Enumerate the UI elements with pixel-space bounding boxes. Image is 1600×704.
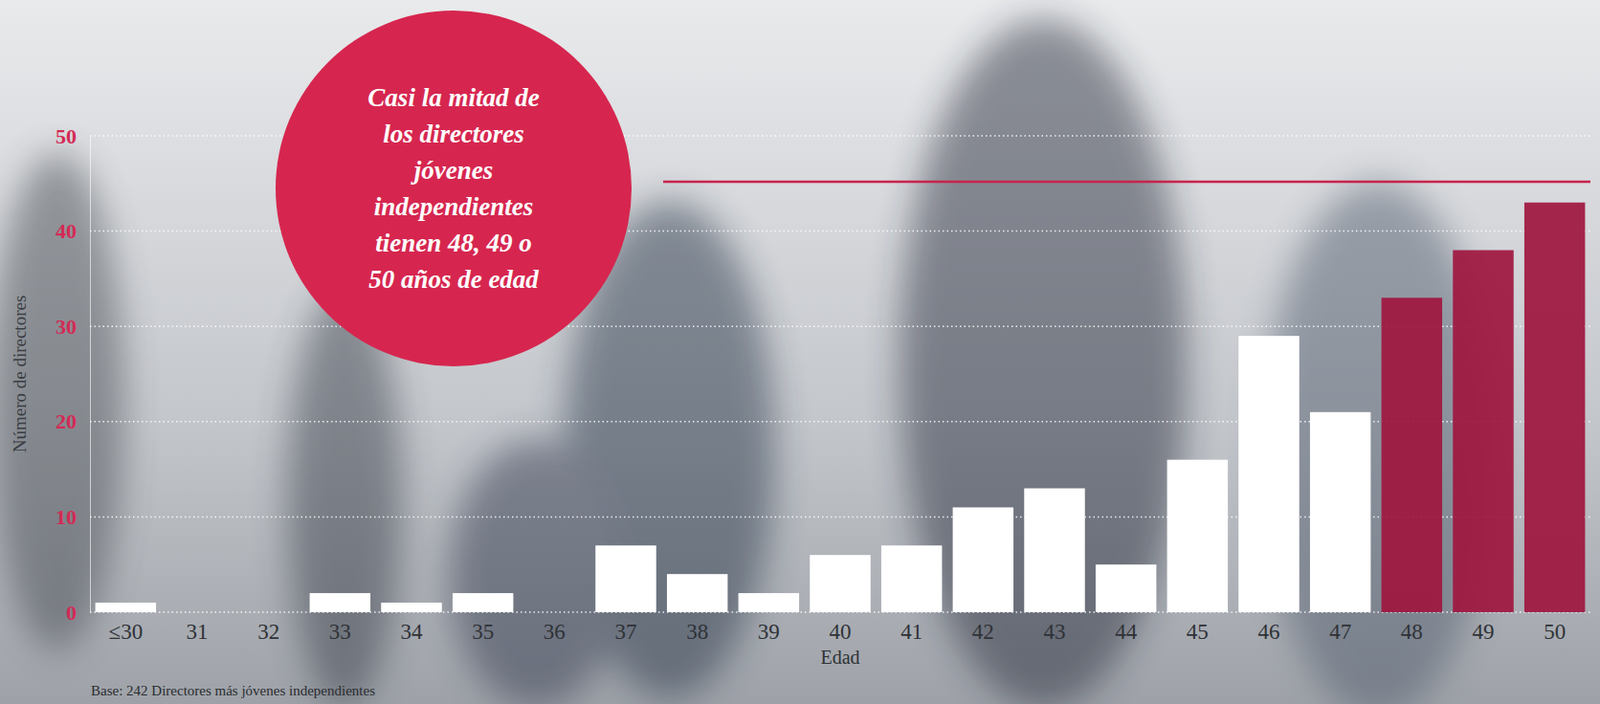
annotation-line: los directores (382, 119, 525, 149)
y-tick: 40 (55, 219, 90, 244)
bar (953, 507, 1014, 613)
bar (380, 602, 442, 613)
annotation-line: tienen 48, 49 o (375, 228, 533, 258)
y-tick-label: 30 (55, 314, 77, 339)
x-tick: 45 (1186, 612, 1209, 645)
x-tick: ≤30 (109, 612, 144, 645)
x-tick-label: 45 (1186, 620, 1209, 645)
y-tick-label: 0 (66, 600, 77, 625)
annotation-line: jóvenes (410, 155, 493, 185)
bar (524, 612, 585, 614)
x-tick: 32 (257, 612, 280, 645)
x-tick: 35 (471, 612, 494, 645)
x-axis: ≤30 31 32 33 34 35 36 37 38 39 40 41 42 43 44 45 46 47 48 4… (90, 612, 1592, 645)
bar (310, 593, 371, 613)
bar (1310, 412, 1371, 613)
y-tick-label: 50 (55, 124, 77, 149)
bar (1238, 335, 1299, 613)
y-tick-label: 40 (55, 219, 77, 244)
x-tick-label: ≤30 (109, 620, 144, 645)
bar (1452, 250, 1513, 613)
x-axis-title: Edad (820, 646, 860, 668)
x-tick-label: 36 (543, 620, 566, 645)
x-tick-label: 48 (1400, 620, 1423, 645)
annotation-line: Casi la mitad de (367, 83, 539, 112)
x-tick: 38 (686, 612, 709, 645)
annotation: Casi la mitad de los directores jóvenes ind… (367, 83, 539, 294)
y-tick-label: 20 (55, 409, 77, 434)
y-tick: 20 (55, 409, 90, 434)
bar (1381, 297, 1443, 613)
x-tick: 44 (1114, 612, 1138, 645)
y-tick: 30 (55, 314, 90, 339)
x-tick-label: 43 (1044, 620, 1067, 645)
x-tick-label: 31 (186, 620, 209, 645)
y-tick-label: 10 (55, 505, 77, 530)
background-shape (899, 19, 1187, 704)
x-tick-label: 37 (615, 620, 638, 645)
grid-line (89, 325, 1591, 328)
x-tick-label: 34 (400, 620, 424, 645)
x-tick-label: 39 (757, 620, 780, 645)
bar (666, 574, 728, 613)
bar (452, 593, 513, 613)
y-tick: 50 (55, 124, 90, 149)
x-axis-line (90, 612, 1592, 614)
y-axis-title: Número de directores (9, 295, 30, 454)
background-shape (0, 153, 125, 651)
y-axis-line (89, 136, 91, 614)
y-tick: 0 (66, 600, 90, 625)
x-tick: 36 (543, 612, 566, 645)
callout-circle (275, 10, 632, 367)
x-tick-label: 32 (257, 620, 280, 645)
bar (1023, 488, 1085, 613)
x-tick: 31 (186, 612, 209, 645)
bar (1167, 460, 1228, 613)
bar (238, 612, 299, 614)
x-tick: 39 (757, 612, 780, 645)
x-tick-label: 49 (1472, 620, 1495, 645)
bar (881, 545, 942, 613)
x-tick-label: 44 (1114, 620, 1138, 645)
x-tick-label: 50 (1543, 620, 1566, 645)
annotation-line: independientes (374, 192, 534, 222)
bar (95, 602, 156, 613)
y-tick: 10 (55, 505, 90, 530)
y-axis: 0 10 20 30 40 50 (55, 124, 91, 625)
x-tick-label: 33 (329, 620, 352, 645)
x-tick-label: 41 (900, 620, 923, 645)
x-tick: 49 (1472, 612, 1495, 645)
x-tick-label: 35 (471, 620, 494, 645)
x-tick: 42 (972, 612, 995, 645)
x-tick: 41 (900, 612, 923, 645)
bar (595, 545, 656, 613)
x-tick: 34 (400, 612, 424, 645)
x-tick-label: 47 (1329, 620, 1352, 645)
x-tick-label: 38 (686, 620, 709, 645)
callout-line (663, 180, 1591, 184)
x-tick: 47 (1329, 612, 1352, 645)
background-figures (0, 19, 1493, 704)
x-tick: 50 (1543, 612, 1566, 645)
bar (738, 593, 800, 613)
chart: 0 10 20 30 40 50 ≤30 31 32 33 34 35 36 37 38 39 40 41 42 43… (0, 0, 1600, 704)
x-tick: 37 (615, 612, 638, 645)
bar (166, 612, 227, 614)
note: Base: 242 Directores más jóvenes indepen… (90, 683, 376, 699)
bar (809, 555, 870, 613)
x-tick-label: 42 (972, 620, 995, 645)
x-tick: 33 (329, 612, 352, 645)
bar (1524, 202, 1585, 613)
x-tick: 40 (829, 612, 852, 645)
bar (1095, 564, 1156, 613)
x-tick: 43 (1044, 612, 1067, 645)
x-tick: 48 (1400, 612, 1423, 645)
x-tick-label: 46 (1258, 620, 1281, 645)
annotation-line: 50 años de edad (368, 265, 539, 294)
x-tick-label: 40 (829, 620, 852, 645)
x-tick: 46 (1258, 612, 1281, 645)
